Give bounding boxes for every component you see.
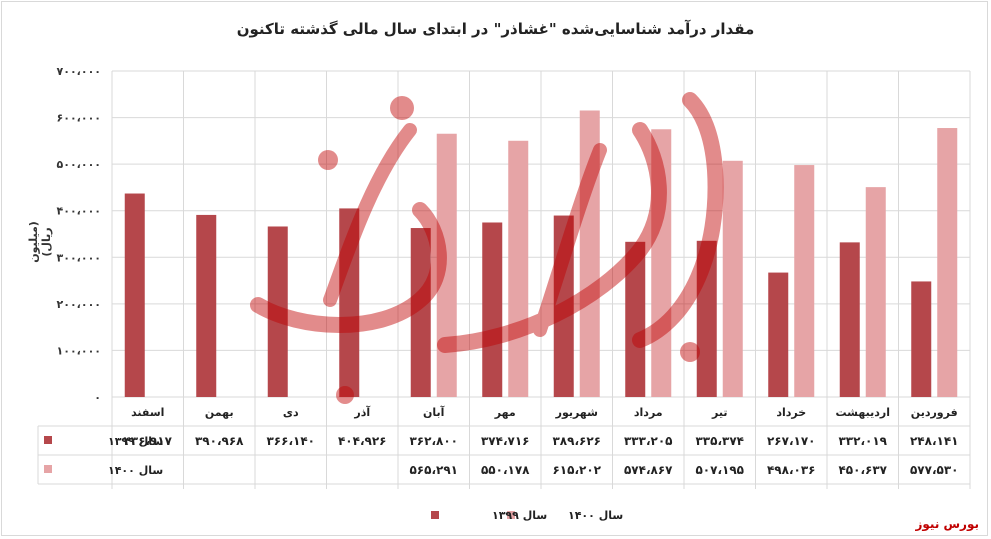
data-label: ۵۷۴،۸۶۷	[624, 463, 673, 477]
y-tick-label: ۴۰۰،۰۰۰	[57, 205, 101, 218]
data-label: ۳۸۹،۶۲۶	[552, 434, 601, 448]
legend-swatch	[507, 511, 515, 519]
bar	[865, 187, 886, 397]
bar	[794, 165, 815, 397]
bar	[339, 208, 360, 397]
bar	[579, 110, 600, 397]
y-tick-labels: ۰ ۱۰۰،۰۰۰ ۲۰۰،۰۰۰ ۳۰۰،۰۰۰ ۴۰۰،۰۰۰ ۵۰۰،۰۰۰ ۶۰۰،…	[57, 65, 101, 404]
bar	[482, 222, 503, 397]
legend: سال ۱۴۰۰ سال ۱۳۹۹	[431, 509, 623, 522]
data-table: فروردین ۲۴۸،۱۴۱ ۵۷۷،۵۳۰ اردیبهشت ۳۳۲،۰۱۹ ۴۵۰،…	[37, 405, 970, 485]
bars	[124, 110, 958, 398]
category-label: آبان	[423, 405, 445, 419]
legend-swatch	[431, 511, 439, 519]
category-label: اردیبهشت	[836, 406, 890, 419]
category-label: تیر	[711, 406, 727, 419]
bar	[508, 140, 529, 398]
bar	[267, 226, 288, 397]
y-tick-label: ۵۰۰،۰۰۰	[57, 158, 101, 171]
brand-name: بورس نیوز	[915, 517, 979, 531]
bar	[553, 215, 574, 397]
bar	[911, 281, 932, 397]
data-label: ۲۶۷،۱۷۰	[767, 434, 816, 448]
category-label: بهمن	[205, 406, 234, 419]
category-label: شهریور	[555, 406, 598, 419]
y-tick-label: ۱۰۰،۰۰۰	[57, 344, 101, 357]
category-label: مرداد	[634, 406, 663, 419]
bar	[768, 272, 789, 397]
data-label: ۴۹۸،۰۳۶	[767, 463, 816, 477]
watermark-logo	[250, 92, 724, 404]
y-tick-label: ۰	[94, 391, 101, 404]
bar	[839, 242, 860, 397]
category-label: اسفند	[131, 406, 164, 419]
y-tick-label: ۳۰۰،۰۰۰	[57, 251, 101, 264]
data-label: ۲۴۸،۱۴۱	[910, 434, 959, 448]
grid-lines	[111, 70, 971, 489]
table-series-swatch	[44, 436, 52, 444]
data-label: ۴۳۶،۹۱۷	[123, 434, 172, 448]
data-label: ۶۱۵،۲۰۲	[552, 463, 601, 477]
bar	[722, 160, 743, 397]
data-label: ۵۷۷،۵۳۰	[910, 463, 959, 477]
category-label: دی	[283, 406, 299, 419]
data-label: ۳۷۴،۷۱۶	[481, 434, 530, 448]
table-series-swatch	[44, 465, 52, 473]
y-tick-label: ۷۰۰،۰۰۰	[57, 65, 101, 78]
data-label: ۵۶۵،۲۹۱	[409, 463, 458, 477]
data-label: ۳۹۰،۹۶۸	[195, 434, 244, 448]
category-label: مهر	[494, 406, 516, 419]
data-label: ۳۳۳،۲۰۵	[624, 434, 673, 448]
y-tick-label: ۲۰۰،۰۰۰	[57, 298, 101, 311]
bar	[436, 133, 457, 397]
data-label: ۴۰۴،۹۲۶	[338, 434, 387, 448]
category-label: آذر	[353, 405, 370, 419]
chart-title: مقدار درآمد شناسایی‌شده "غشاذر" در ابتدا…	[236, 20, 755, 38]
table-series-name: سال ۱۴۰۰	[108, 464, 163, 477]
legend-label: سال ۱۳۹۹	[492, 509, 547, 522]
bar	[410, 228, 431, 397]
bar	[696, 240, 717, 397]
bar	[196, 214, 217, 397]
y-tick-label: ۶۰۰،۰۰۰	[57, 112, 101, 125]
category-label: خرداد	[776, 406, 806, 419]
legend-label: سال ۱۴۰۰	[568, 509, 623, 522]
data-label: ۵۰۷،۱۹۵	[695, 463, 744, 477]
data-label: ۳۶۶،۱۴۰	[266, 434, 315, 448]
bar	[651, 129, 672, 397]
data-label: ۳۳۵،۳۷۴	[695, 434, 744, 448]
bar	[124, 193, 145, 397]
bar	[937, 128, 958, 398]
data-label: ۵۵۰،۱۷۸	[481, 463, 530, 477]
bar	[625, 241, 646, 397]
data-label: ۳۳۲،۰۱۹	[838, 434, 887, 448]
data-label: ۴۵۰،۶۳۷	[838, 463, 887, 477]
data-label: ۳۶۲،۸۰۰	[409, 434, 458, 448]
category-label: فروردین	[911, 406, 958, 419]
table-series-name: سال ۱۳۹۹	[108, 435, 163, 448]
